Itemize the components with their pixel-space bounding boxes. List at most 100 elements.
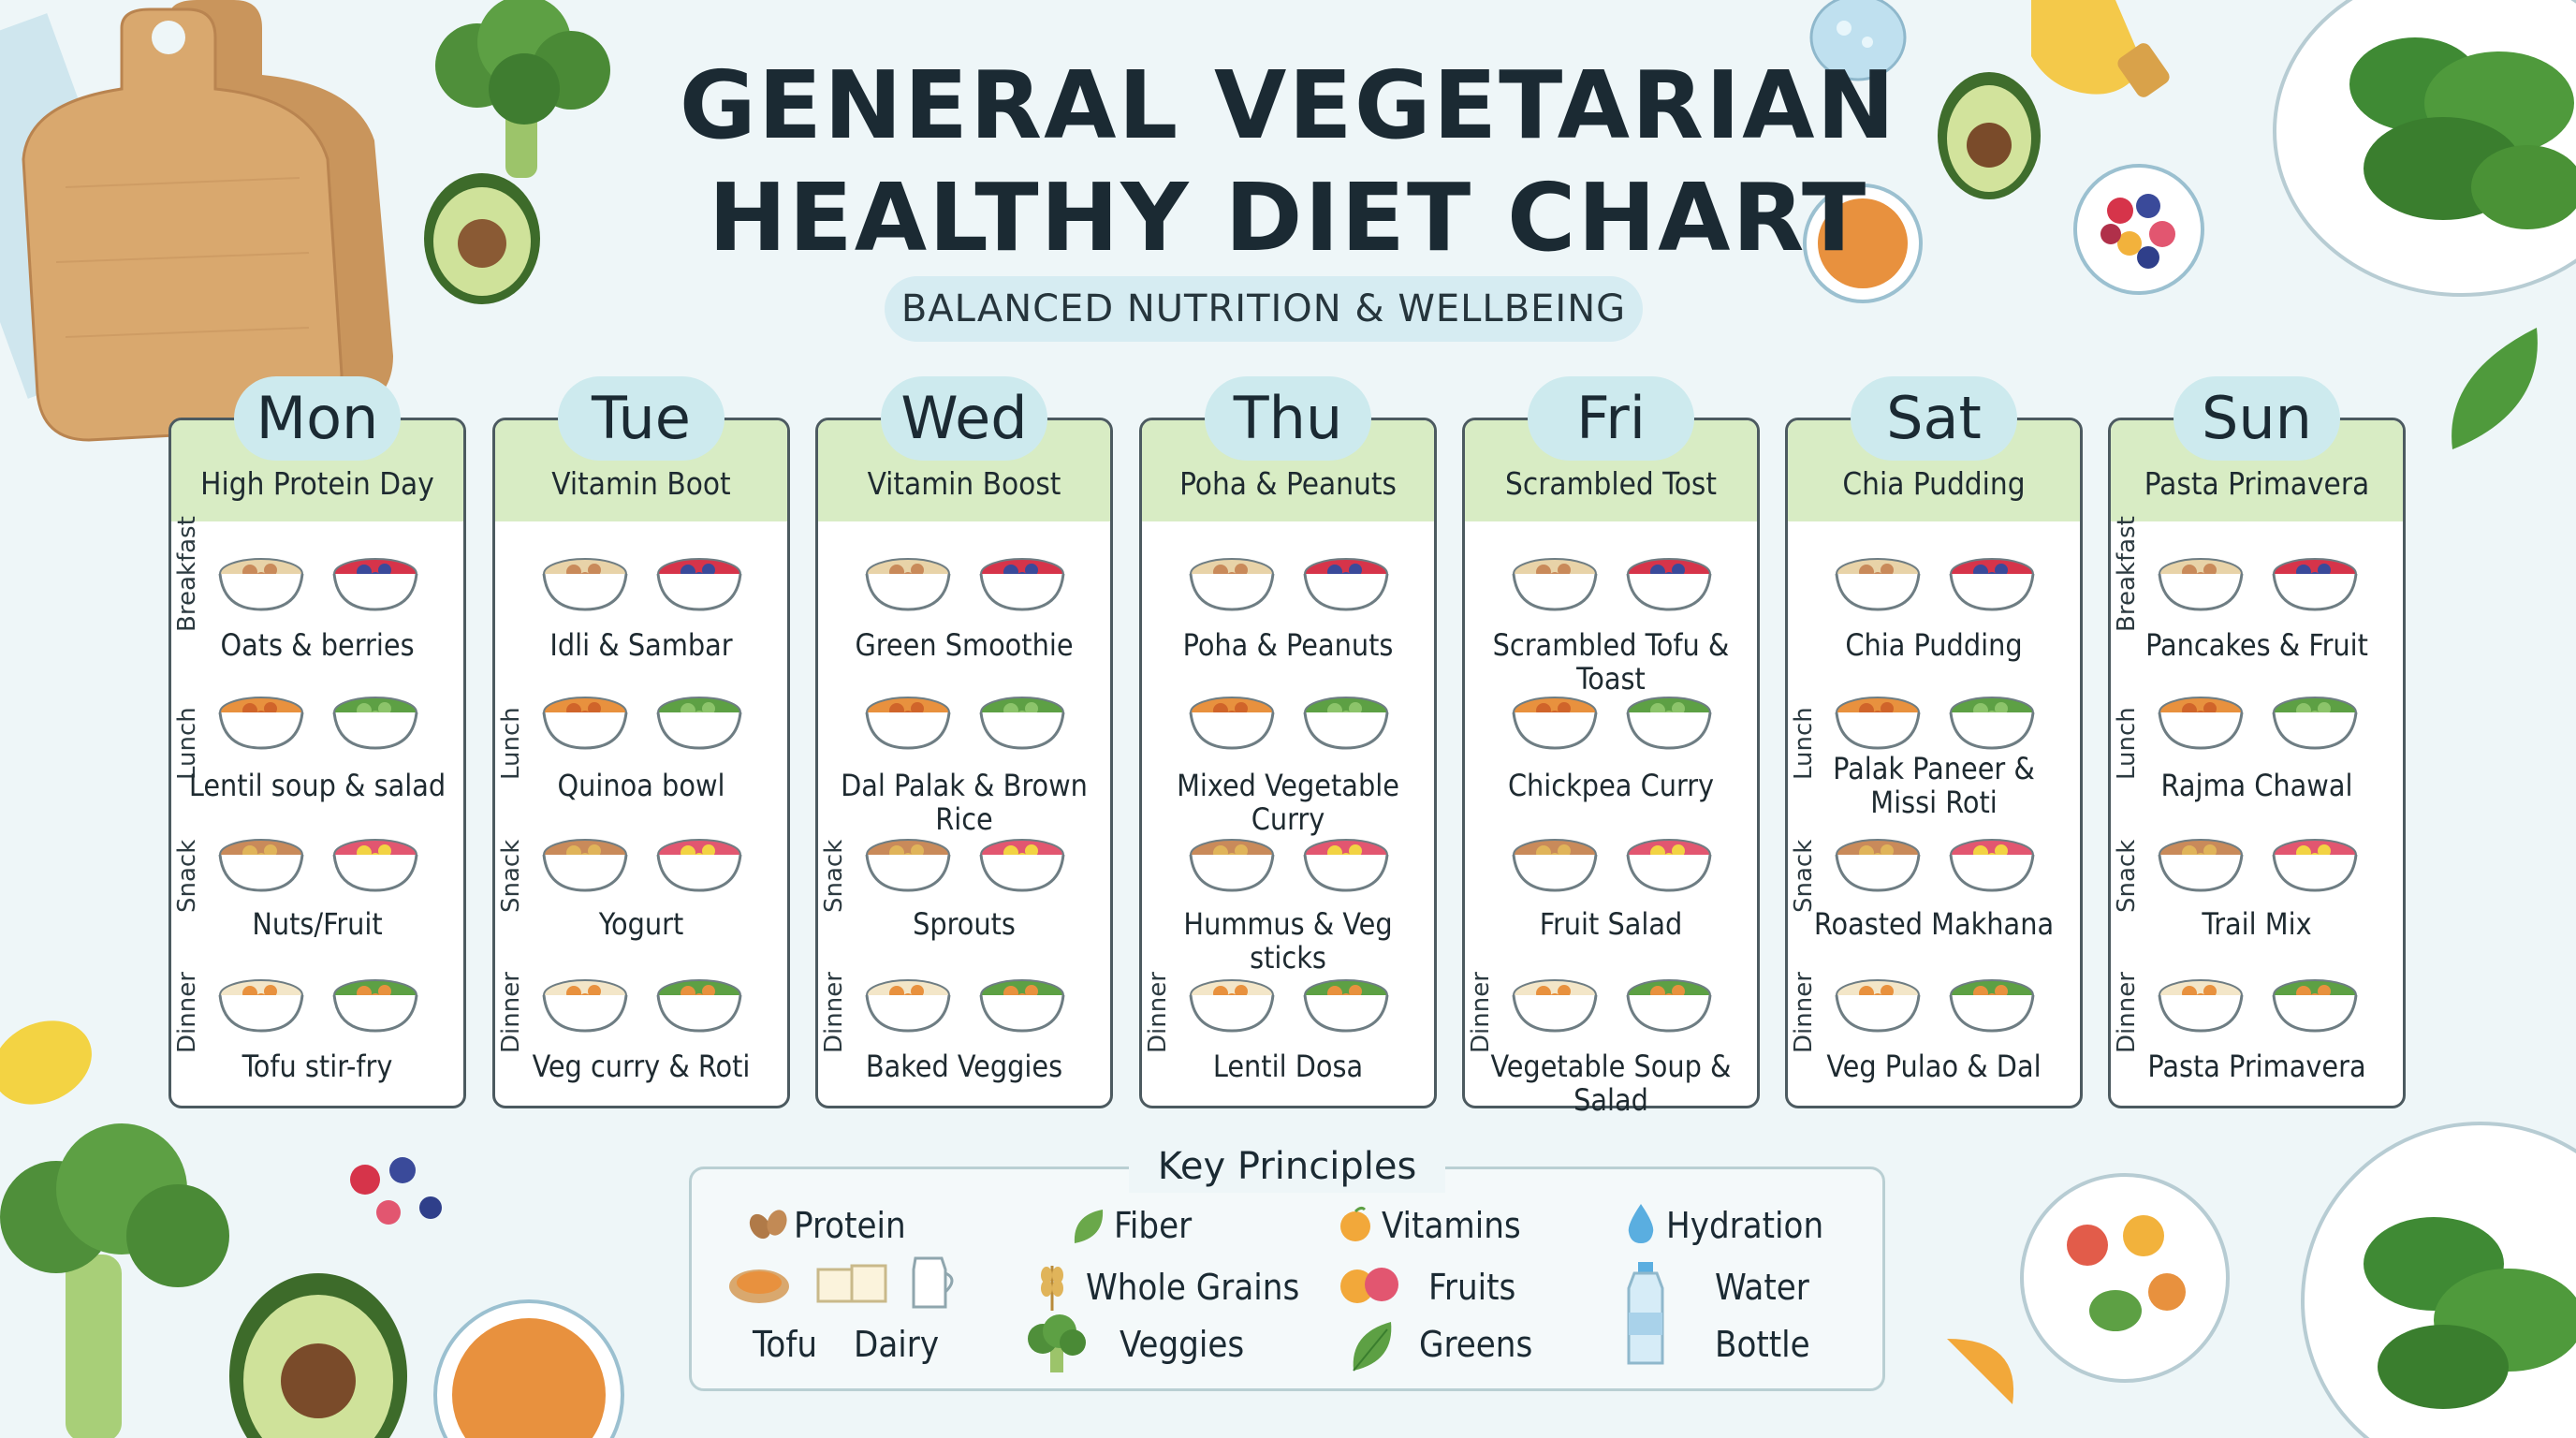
food-bowl-icon — [865, 979, 951, 1033]
meal-icons — [1465, 954, 1757, 1048]
wheat-icon — [1041, 1266, 1063, 1311]
food-bowl-icon — [1189, 839, 1275, 892]
food-bowl-icon — [979, 839, 1065, 892]
food-bowl-icon — [656, 558, 742, 611]
page-title-line2: HEALTHY DIET CHART — [708, 163, 1868, 272]
meal-name: Tofu stir-fry — [242, 1049, 393, 1084]
meal-name: Trail Mix — [2202, 906, 2312, 942]
food-bowl-icon — [1626, 979, 1712, 1033]
meal-name: Dal Palak & Brown Rice — [841, 768, 1088, 837]
day-theme: Vitamin Boost — [867, 465, 1061, 502]
almond-icon — [749, 1210, 787, 1240]
food-bowl-icon — [2272, 697, 2358, 750]
food-bowl-icon — [1303, 558, 1389, 611]
meal-icons — [818, 533, 1110, 626]
food-bowl-icon — [1512, 558, 1598, 611]
avocado-bottom-icon — [229, 1273, 407, 1438]
meal-name: Nuts/Fruit — [252, 906, 383, 942]
food-bowl-icon — [1512, 979, 1598, 1033]
food-bowl-icon — [979, 558, 1065, 611]
tofu-block-icon — [816, 1264, 887, 1303]
food-bowl-icon — [332, 558, 418, 611]
day-card-sat: Chia Pudding Chia Pudding Lunch Palak Pa… — [1785, 418, 2083, 1108]
key-vitamins: Vitamins — [1382, 1205, 1521, 1246]
meal-icons — [495, 671, 787, 765]
leaf-icon — [1074, 1210, 1104, 1243]
key-whole-grains: Whole Grains — [1086, 1267, 1300, 1308]
meal-icons — [2111, 533, 2403, 626]
food-bowl-icon — [656, 697, 742, 750]
food-bowl-icon — [332, 979, 418, 1033]
meal-name: Quinoa bowl — [557, 768, 725, 803]
meal-icons — [171, 814, 463, 907]
food-bowl-icon — [865, 558, 951, 611]
food-bowl-icon — [1626, 558, 1712, 611]
day-card-thu: Poha & Peanuts Poha & Peanuts Mixed Vege… — [1139, 418, 1437, 1108]
food-bowl-icon — [1303, 697, 1389, 750]
food-bowl-icon — [2158, 697, 2244, 750]
page-subtitle: BALANCED NUTRITION & WELLBEING — [885, 276, 1643, 342]
fruits-icon — [1340, 1268, 1398, 1303]
food-bowl-icon — [2158, 839, 2244, 892]
meal-icons — [171, 954, 463, 1048]
day-card-wed: Vitamin Boost Green Smoothie Dal Palak &… — [815, 418, 1113, 1108]
food-bowl-icon — [1835, 979, 1921, 1033]
food-bowl-icon — [979, 697, 1065, 750]
broccoli-bottom-icon — [0, 1123, 229, 1438]
key-fruits: Fruits — [1428, 1267, 1516, 1308]
key-greens: Greens — [1419, 1324, 1533, 1365]
meal-icons — [495, 954, 787, 1048]
meal-icons — [171, 671, 463, 765]
meal-icons — [171, 533, 463, 626]
day-card-mon: High Protein Day Breakfast Oats & berrie… — [168, 418, 466, 1108]
meal-name: Lentil Dosa — [1212, 1049, 1364, 1084]
food-bowl-icon — [1626, 839, 1712, 892]
food-bowl-icon — [1303, 839, 1389, 892]
food-bowl-icon — [1949, 558, 2035, 611]
meal-name: Hummus & Veg sticks — [1183, 906, 1393, 976]
food-bowl-icon — [1835, 558, 1921, 611]
food-bowl-icon — [1949, 697, 2035, 750]
key-principles-title: Key Principles — [1129, 1140, 1445, 1193]
food-bowl-icon — [1949, 839, 2035, 892]
key-water: Water — [1715, 1267, 1809, 1308]
day-theme: Chia Pudding — [1842, 465, 2026, 502]
avocado-half-icon — [1938, 72, 2041, 199]
day-name-sat: Sat — [1851, 376, 2017, 461]
key-bottle: Bottle — [1715, 1324, 1810, 1365]
food-bowl-icon — [1189, 697, 1275, 750]
spinach-icon — [2273, 0, 2576, 297]
food-bowl-icon — [542, 558, 628, 611]
meal-name: Scrambled Tofu & Toast — [1492, 627, 1730, 697]
meal-icons — [2111, 814, 2403, 907]
lentils-small-icon — [729, 1269, 789, 1303]
broccoli-icon — [435, 0, 610, 178]
meal-name: Idli & Sambar — [549, 627, 733, 663]
food-bowl-icon — [332, 697, 418, 750]
key-tofu: Tofu — [753, 1324, 818, 1365]
water-drop-icon — [1628, 1204, 1654, 1243]
meal-name: Rajma Chawal — [2160, 768, 2353, 803]
food-bowl-icon — [1512, 839, 1598, 892]
plate-icon — [2020, 1173, 2230, 1383]
food-bowl-icon — [218, 979, 304, 1033]
orange-slice-icon — [1947, 1339, 2014, 1404]
meal-name: Sprouts — [913, 906, 1016, 942]
meal-name: Yogurt — [598, 906, 684, 942]
food-bowl-icon — [1303, 979, 1389, 1033]
meal-name: Poha & Peanuts — [1182, 627, 1394, 663]
meal-icons — [2111, 671, 2403, 765]
key-dairy: Dairy — [854, 1324, 940, 1365]
orange-icon — [1340, 1206, 1370, 1241]
orange-juice-icon — [2031, 0, 2170, 97]
meal-icons — [1142, 671, 1434, 765]
meal-name: Mixed Vegetable Curry — [1177, 768, 1399, 837]
meal-name: Pasta Primavera — [2147, 1049, 2366, 1084]
meal-name: Veg curry & Roti — [532, 1049, 751, 1084]
meal-icons — [1142, 814, 1434, 907]
food-bowl-icon — [865, 839, 951, 892]
meal-name: Chia Pudding — [1845, 627, 2023, 663]
day-theme: Poha & Peanuts — [1179, 465, 1397, 502]
meal-icons — [1465, 671, 1757, 765]
day-theme: Vitamin Boot — [551, 465, 731, 502]
